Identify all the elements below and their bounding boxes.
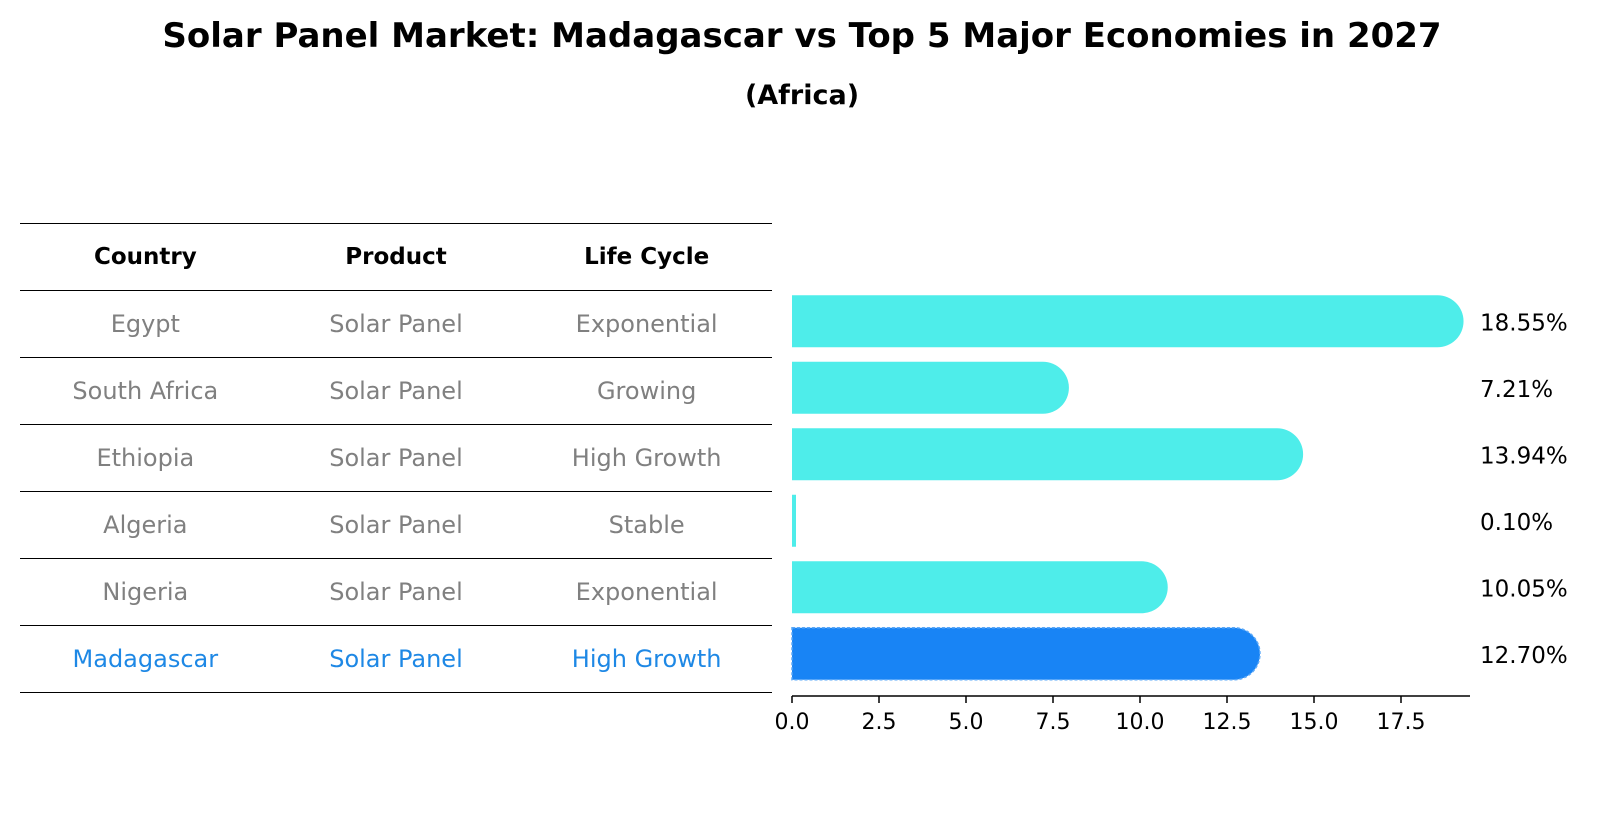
cell-country: Egypt [110,310,180,338]
chart-subtitle: (Africa) [744,80,860,111]
header-life-cycle: Life Cycle [584,244,710,270]
cell-country: Nigeria [102,578,189,606]
cell-life-cycle: Stable [608,511,685,539]
cell-country: South Africa [72,377,219,405]
x-tick-label: 2.5 [862,710,897,735]
cell-product: Solar Panel [329,377,463,405]
cell-life-cycle: High Growth [571,645,722,673]
table-header-row: Country Product Life Cycle [20,224,772,291]
x-tick-label: 15.0 [1290,710,1339,735]
cell-product: Solar Panel [329,444,463,472]
x-tick-label: 12.5 [1203,710,1252,735]
cell-country: Ethiopia [96,444,195,472]
table-row: Nigeria Solar Panel Exponential [20,559,772,626]
cell-life-cycle: High Growth [571,444,722,472]
table-row: South Africa Solar Panel Growing [20,358,772,425]
chart-title: Solar Panel Market: Madagascar vs Top 5 … [162,16,1442,56]
bar-madagascar [791,627,1261,681]
table-row: Egypt Solar Panel Exponential [20,291,772,358]
bar-egypt [792,295,1464,348]
x-tick-label: 10.0 [1116,710,1165,735]
cell-product: Solar Panel [329,511,463,539]
bar-algeria [792,494,796,547]
x-tick-label: 7.5 [1036,710,1071,735]
data-label: 0.10% [1480,510,1553,536]
table-row: Ethiopia Solar Panel High Growth [20,425,772,492]
bar-south-africa [792,361,1069,414]
data-label: 10.05% [1480,576,1568,602]
bar-ethiopia [792,428,1304,481]
header-country: Country [93,244,197,270]
table-row-highlight: Madagascar Solar Panel High Growth [20,626,772,693]
cell-product: Solar Panel [329,645,463,673]
cell-life-cycle: Exponential [575,578,718,606]
cell-country: Algeria [103,511,188,539]
data-table: Country Product Life Cycle Egypt Solar P… [20,223,772,693]
data-label: 13.94% [1480,443,1568,469]
x-tick-label: 0.0 [775,710,810,735]
data-label: 18.55% [1480,310,1568,336]
header-product: Product [345,244,447,270]
cell-country: Madagascar [72,645,219,673]
x-tick-label: 5.0 [949,710,984,735]
table-row: Algeria Solar Panel Stable [20,492,772,559]
bar-nigeria [792,561,1168,614]
cell-life-cycle: Exponential [575,310,718,338]
cell-product: Solar Panel [329,310,463,338]
cell-life-cycle: Growing [596,377,697,405]
data-label: 7.21% [1480,377,1553,403]
data-label: 12.70% [1480,643,1568,669]
cell-product: Solar Panel [329,578,463,606]
x-tick-label: 17.5 [1377,710,1426,735]
